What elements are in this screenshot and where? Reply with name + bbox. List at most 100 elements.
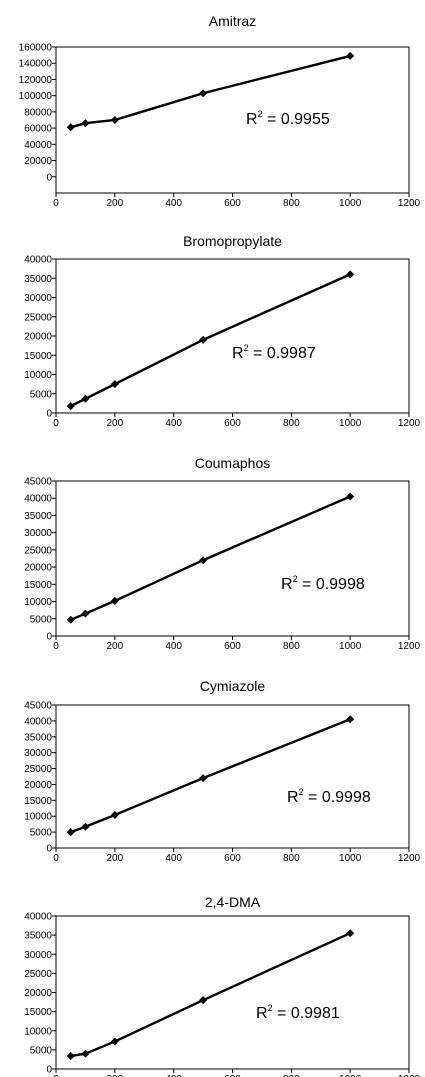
data-point — [110, 116, 119, 124]
x-tick-label: 800 — [283, 1074, 300, 1077]
data-point — [199, 335, 208, 344]
y-tick-label: 40000 — [24, 716, 52, 727]
x-tick-label: 400 — [165, 1074, 182, 1077]
x-tick-label: 600 — [224, 1074, 241, 1077]
x-tick-label: 0 — [53, 641, 59, 652]
y-tick-label: 0 — [46, 1065, 52, 1076]
y-tick-label: 20000 — [24, 780, 52, 791]
y-tick-label: 20000 — [24, 988, 52, 999]
y-tick-label: 30000 — [24, 293, 52, 304]
data-point — [199, 996, 208, 1005]
x-tick-label: 1200 — [398, 641, 421, 652]
x-tick-label: 1000 — [339, 641, 362, 652]
x-tick-label: 800 — [283, 641, 300, 652]
y-tick-label: 40000 — [24, 140, 52, 151]
chart-3: Cymiazole 0 200 400 600 800 1000 1200 0 5000 10000… — [24, 678, 420, 864]
x-tick-label: 800 — [283, 853, 300, 864]
chart-2: Coumaphos 0 200 400 600 800 1000 1200 0 5000 10000… — [24, 455, 420, 652]
x-tick-label: 200 — [106, 418, 123, 429]
plot-frame — [55, 258, 410, 414]
y-tick-label: 5000 — [30, 614, 53, 625]
x-tick-label: 1200 — [398, 198, 421, 209]
y-tick-label: 140000 — [19, 59, 53, 70]
y-tick-label: 30000 — [24, 748, 52, 759]
x-tick-label: 800 — [283, 198, 300, 209]
data-point — [81, 394, 90, 403]
r-squared-annotation: R2 = 0.9981 — [256, 1003, 340, 1022]
data-point — [346, 929, 355, 938]
y-tick-label: 80000 — [24, 107, 52, 118]
y-tick-label: 20000 — [24, 563, 52, 574]
y-tick-label: 30000 — [24, 950, 52, 961]
y-tick-label: 25000 — [24, 764, 52, 775]
x-tick-label: 800 — [283, 418, 300, 429]
chart-title: Coumaphos — [195, 455, 271, 471]
y-tick-label: 25000 — [24, 312, 52, 323]
y-tick-label: 20000 — [24, 332, 52, 343]
x-tick-label: 400 — [165, 853, 182, 864]
data-point — [66, 1051, 75, 1060]
y-tick-label: 35000 — [24, 511, 52, 522]
y-tick-label: 25000 — [24, 969, 52, 980]
x-tick-label: 600 — [224, 418, 241, 429]
x-tick-label: 1200 — [398, 1074, 421, 1077]
x-tick-label: 1200 — [398, 418, 421, 429]
r-squared-annotation: R2 = 0.9987 — [232, 343, 316, 362]
y-tick-label: 5000 — [30, 1045, 53, 1056]
y-tick-label: 0 — [46, 844, 52, 855]
y-tick-label: 100000 — [19, 91, 53, 102]
y-tick-label: 60000 — [24, 124, 52, 135]
data-point — [81, 119, 90, 128]
y-tick-label: 30000 — [24, 528, 52, 539]
x-tick-label: 400 — [165, 641, 182, 652]
y-tick-label: 10000 — [24, 370, 52, 381]
y-tick-label: 10000 — [24, 1026, 52, 1037]
data-point — [110, 1037, 119, 1046]
r-squared-annotation: R2 = 0.9998 — [281, 574, 365, 593]
data-point — [199, 556, 208, 565]
y-tick-label: 160000 — [19, 43, 53, 54]
x-tick-label: 1000 — [339, 418, 362, 429]
data-point — [110, 810, 119, 819]
plot-frame — [55, 915, 410, 1070]
y-tick-label: 5000 — [30, 828, 53, 839]
data-point — [66, 828, 75, 837]
data-point — [346, 715, 355, 724]
x-tick-label: 400 — [165, 198, 182, 209]
y-tick-label: 20000 — [24, 156, 52, 167]
chart-title: Cymiazole — [200, 678, 266, 694]
chart-title: Bromopropylate — [183, 233, 282, 249]
chart-1: Bromopropylate 0 200 400 600 800 1000 1200 0 5000… — [24, 233, 420, 429]
y-tick-label: 10000 — [24, 812, 52, 823]
data-point — [81, 1049, 90, 1058]
y-tick-label: 40000 — [24, 494, 52, 505]
x-tick-label: 0 — [53, 1074, 59, 1077]
data-point — [110, 380, 119, 389]
x-tick-label: 600 — [224, 641, 241, 652]
y-tick-label: 45000 — [24, 477, 52, 488]
data-point — [199, 89, 208, 98]
y-tick-label: 15000 — [24, 580, 52, 591]
r-squared-annotation: R2 = 0.9955 — [246, 109, 330, 128]
y-tick-label: 35000 — [24, 732, 52, 743]
y-tick-label: 15000 — [24, 796, 52, 807]
x-tick-label: 600 — [224, 853, 241, 864]
data-point — [346, 270, 355, 279]
x-tick-label: 400 — [165, 418, 182, 429]
x-tick-label: 0 — [53, 198, 59, 209]
x-tick-label: 1000 — [339, 1074, 362, 1077]
data-point — [66, 615, 75, 624]
y-tick-label: 40000 — [24, 255, 52, 266]
data-point — [346, 51, 355, 60]
x-tick-label: 200 — [106, 853, 123, 864]
y-tick-label: 35000 — [24, 931, 52, 942]
y-tick-label: 45000 — [24, 701, 52, 712]
x-tick-label: 200 — [106, 198, 123, 209]
x-tick-label: 0 — [53, 853, 59, 864]
y-tick-label: 40000 — [24, 912, 52, 923]
data-point — [66, 402, 75, 411]
data-point — [110, 596, 119, 605]
data-point — [66, 123, 75, 132]
data-point — [81, 822, 90, 831]
y-tick-label: 10000 — [24, 597, 52, 608]
